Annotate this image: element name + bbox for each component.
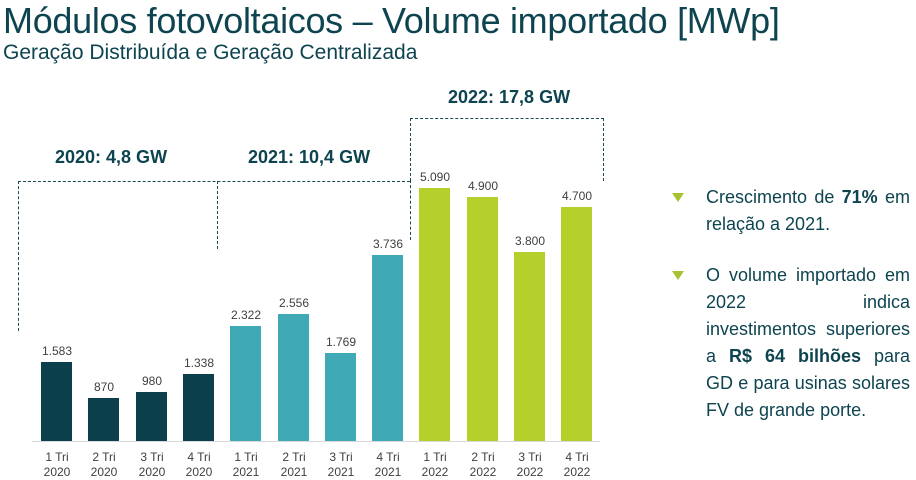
triangle-bullet-icon xyxy=(672,193,684,202)
category-label: 3 Tri 2021 xyxy=(327,450,355,479)
bracket-2020-2021-top xyxy=(18,181,410,182)
category-label: 2 Tri 2021 xyxy=(280,450,308,479)
bar-7 xyxy=(325,353,356,441)
bullet-item: O volume importado em 2022 indica invest… xyxy=(672,262,910,424)
value-label: 4.900 xyxy=(467,179,499,193)
category-label: 2 Tri 2020 xyxy=(90,450,118,479)
category-label: 4 Tri 2022 xyxy=(563,450,591,479)
category-label: 4 Tri 2021 xyxy=(374,450,402,479)
bar-5 xyxy=(230,326,261,441)
value-label: 1.769 xyxy=(325,335,357,349)
category-label: 3 Tri 2020 xyxy=(138,450,166,479)
value-label: 3.800 xyxy=(514,234,546,248)
value-label: 2.556 xyxy=(278,296,310,310)
bar-8 xyxy=(372,255,403,441)
value-label: 3.736 xyxy=(372,237,404,251)
category-label: 1 Tri 2021 xyxy=(232,450,260,479)
page-subtitle: Geração Distribuída e Geração Centraliza… xyxy=(3,41,418,64)
category-label: 1 Tri 2020 xyxy=(43,450,71,479)
bracket-2022-left-extend xyxy=(410,180,411,240)
triangle-bullet-icon xyxy=(672,271,684,280)
bar-10 xyxy=(467,197,498,441)
category-label: 1 Tri 2022 xyxy=(421,450,449,479)
bar-6 xyxy=(278,314,309,441)
value-label: 2.322 xyxy=(230,308,262,322)
annotation-2022: 2022: 17,8 GW xyxy=(448,87,571,107)
value-label: 1.338 xyxy=(183,356,215,370)
annotation-2021: 2021: 10,4 GW xyxy=(248,147,371,167)
bracket-2020-divider xyxy=(217,181,218,249)
bar-11 xyxy=(514,252,545,441)
category-label: 4 Tri 2020 xyxy=(185,450,213,479)
category-label: 2 Tri 2022 xyxy=(469,450,497,479)
bar-4 xyxy=(183,374,214,441)
bracket-2020-left xyxy=(18,181,19,331)
value-label: 5.090 xyxy=(419,170,451,184)
x-axis xyxy=(32,441,600,442)
value-label: 870 xyxy=(93,380,115,394)
bullet-item: Crescimento de 71% em relação a 2021. xyxy=(672,184,910,238)
bullet-list: Crescimento de 71% em relação a 2021. O … xyxy=(672,184,910,448)
bar-1 xyxy=(41,362,72,441)
bracket-2022 xyxy=(410,118,604,181)
value-label: 1.583 xyxy=(41,344,73,358)
annotation-2020: 2020: 4,8 GW xyxy=(55,147,168,167)
value-label: 980 xyxy=(141,374,163,388)
category-label: 3 Tri 2022 xyxy=(516,450,544,479)
value-label: 4.700 xyxy=(561,189,593,203)
bar-12 xyxy=(561,207,592,441)
page-title: Módulos fotovoltaicos – Volume importado… xyxy=(3,0,780,41)
bar-9 xyxy=(419,188,450,441)
bar-2 xyxy=(88,398,119,441)
bar-3 xyxy=(136,392,167,441)
